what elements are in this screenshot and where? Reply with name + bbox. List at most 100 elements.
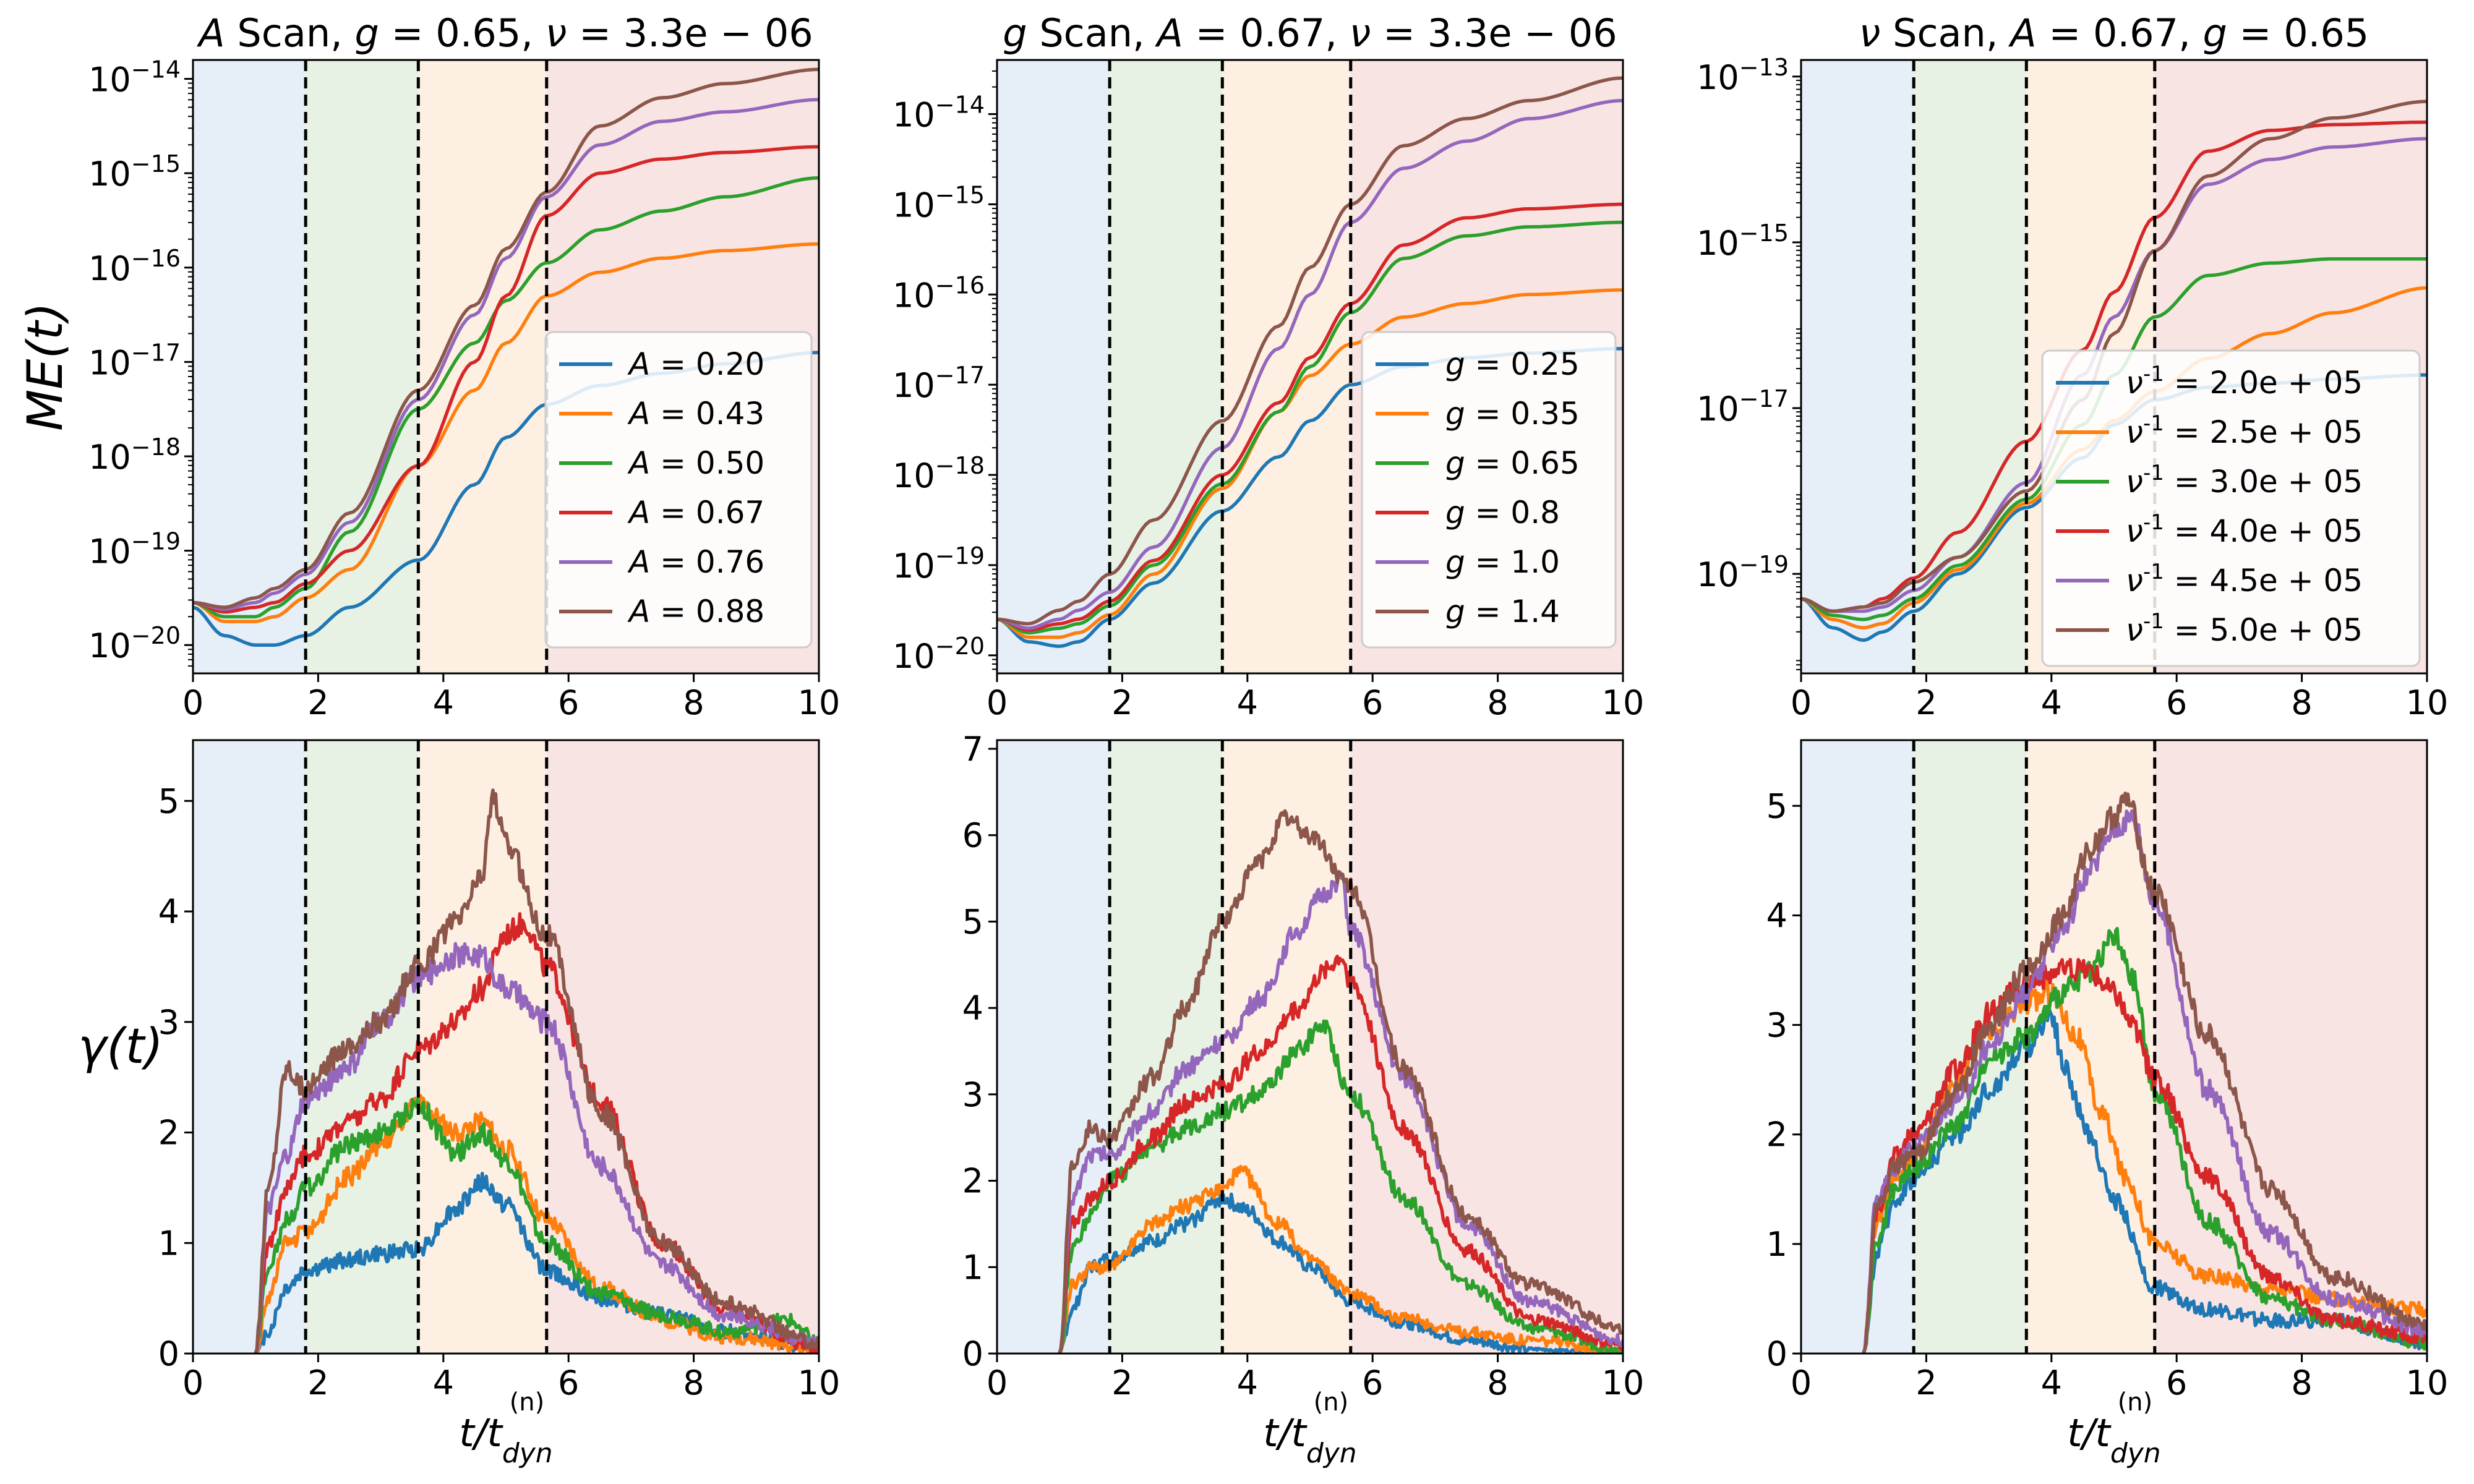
- legend-label: ν-1 = 4.0e + 05: [2126, 510, 2363, 549]
- legend-label: A = 0.43: [627, 396, 764, 432]
- series-line: [1058, 954, 1623, 1354]
- y-tick-label: 10−18: [88, 433, 181, 477]
- y-tick-label: 10−15: [88, 150, 181, 194]
- chart-nu-scan-me: 0 2 4 6 8 10 10−19 10−17 10−15 10−13 ν Scan, A = 0…: [1697, 11, 2448, 722]
- phase-band: [193, 60, 306, 673]
- series-line: [1058, 869, 1623, 1353]
- y-tick-label: 0: [962, 1334, 983, 1373]
- plot-frame: [996, 59, 1624, 675]
- y-tick-label: 2: [158, 1114, 179, 1153]
- y-tick-label: 10−17: [88, 339, 181, 382]
- x-tick-label: 2: [1111, 683, 1132, 722]
- plot-frame: [1800, 59, 2428, 675]
- y-tick-label: 10−17: [892, 362, 985, 405]
- phase-band: [193, 740, 306, 1354]
- chart-title: A Scan, g = 0.65, ν = 3.3e − 06: [196, 11, 813, 56]
- chart-a-scan-me: 0 2 4 6 8 10 10−20 10−19 10−18 10−17 10−16 10−15 10−…: [18, 11, 840, 722]
- legend-label: A = 0.20: [627, 346, 764, 382]
- phase-band: [1801, 60, 1914, 673]
- x-tick-label: 4: [433, 683, 454, 722]
- legend-label: ν-1 = 4.5e + 05: [2126, 560, 2363, 599]
- x-tick-label: 2: [307, 683, 328, 722]
- chart-g-scan-gamma: 0 2 4 6 8 10 0 1 2 3 4 5 6 7 t/tdyn(n): [962, 730, 1645, 1469]
- legend-box: [2041, 349, 2421, 667]
- y-tick-label: 6: [962, 816, 983, 855]
- legend-label: g = 1.4: [1445, 594, 1560, 629]
- y-tick-label: 0: [1766, 1334, 1787, 1373]
- legend-label: g = 0.35: [1445, 396, 1580, 432]
- series-line: [997, 98, 1623, 630]
- series-line: [997, 220, 1623, 635]
- series-line: [1058, 1019, 1623, 1354]
- x-tick-label: 8: [2291, 683, 2312, 722]
- x-tick-label: 4: [1237, 683, 1258, 722]
- y-tick-label: 10−19: [88, 528, 181, 571]
- legend-label: g = 1.0: [1445, 544, 1560, 580]
- series-line: [193, 98, 819, 611]
- legend-label: g = 0.8: [1445, 495, 1560, 531]
- y-tick-label: 3: [962, 1075, 983, 1114]
- legend-label: ν-1 = 5.0e + 05: [2126, 609, 2363, 648]
- x-tick-label: 0: [182, 1363, 203, 1402]
- y-tick-label: 10−20: [892, 633, 985, 676]
- x-tick-label: 6: [2166, 683, 2187, 722]
- y-tick-label: 10−19: [1697, 551, 1789, 594]
- y-tick-label: 2: [962, 1162, 983, 1201]
- series-line: [997, 288, 1623, 639]
- x-tick-label: 8: [2291, 1363, 2312, 1402]
- series-line: [193, 176, 819, 619]
- legend-box: [544, 331, 813, 649]
- phase-band: [1110, 60, 1223, 673]
- x-tick-label: 10: [2406, 683, 2449, 722]
- y-tick-label: 10−17: [1697, 385, 1789, 429]
- legend-label: ν-1 = 2.0e + 05: [2126, 362, 2363, 401]
- series-line: [997, 76, 1623, 626]
- plot-frame: [192, 739, 820, 1355]
- y-tick-label: 5: [158, 782, 179, 821]
- chart-nu-scan-gamma: 0 2 4 6 8 10 0 1 2 3 4 5 t/tdyn(n): [1766, 739, 2449, 1469]
- y-tick-label: 3: [1766, 1006, 1787, 1045]
- series-line: [1058, 1164, 1623, 1354]
- y-tick-label: 2: [1766, 1115, 1787, 1154]
- x-tick-label: 10: [2406, 1363, 2449, 1402]
- y-tick-label: 10−14: [88, 56, 181, 100]
- series-line: [254, 942, 819, 1354]
- y-tick-label: 4: [158, 892, 179, 931]
- y-tick-label: 10−14: [892, 92, 985, 135]
- series-line: [1801, 100, 2427, 613]
- x-tick-label: 4: [2041, 1363, 2062, 1402]
- y-tick-label: 1: [1766, 1225, 1787, 1264]
- x-tick-label: 8: [1487, 1363, 1508, 1402]
- legend-label: A = 0.50: [627, 445, 764, 481]
- series-line: [193, 145, 819, 614]
- phase-band: [1222, 740, 1351, 1354]
- y-tick-label: 10−18: [892, 452, 985, 495]
- phase-band: [2026, 740, 2155, 1354]
- phase-band: [1222, 60, 1351, 673]
- chart-title: g Scan, A = 0.67, ν = 3.3e − 06: [1003, 11, 1617, 56]
- phase-band: [997, 740, 1110, 1354]
- y-tick-label: 1: [962, 1248, 983, 1287]
- legend-label: A = 0.76: [627, 544, 764, 580]
- phase-band: [306, 60, 419, 673]
- y-tick-label: 10−13: [1697, 54, 1789, 97]
- y-tick-label: 1: [158, 1224, 179, 1263]
- legend-label: A = 0.67: [627, 495, 764, 531]
- y-tick-label: 7: [962, 730, 983, 769]
- x-tick-label: 10: [798, 683, 841, 722]
- phase-band: [1801, 740, 1914, 1354]
- series-line: [997, 202, 1623, 632]
- x-tick-label: 6: [558, 1363, 579, 1402]
- y-tick-label: 10−16: [88, 245, 181, 288]
- x-tick-label: 10: [1602, 683, 1645, 722]
- legend-box: [1361, 331, 1617, 649]
- x-tick-label: 8: [683, 683, 704, 722]
- x-tick-label: 4: [433, 1363, 454, 1402]
- x-axis-label: t/tdyn(n): [2067, 1388, 2160, 1469]
- legend-label: g = 0.25: [1445, 346, 1580, 382]
- y-tick-label: 4: [1766, 896, 1787, 935]
- plot-frame: [996, 739, 1624, 1355]
- y-tick-label: 10−15: [892, 181, 985, 224]
- y-tick-label: 0: [158, 1334, 179, 1373]
